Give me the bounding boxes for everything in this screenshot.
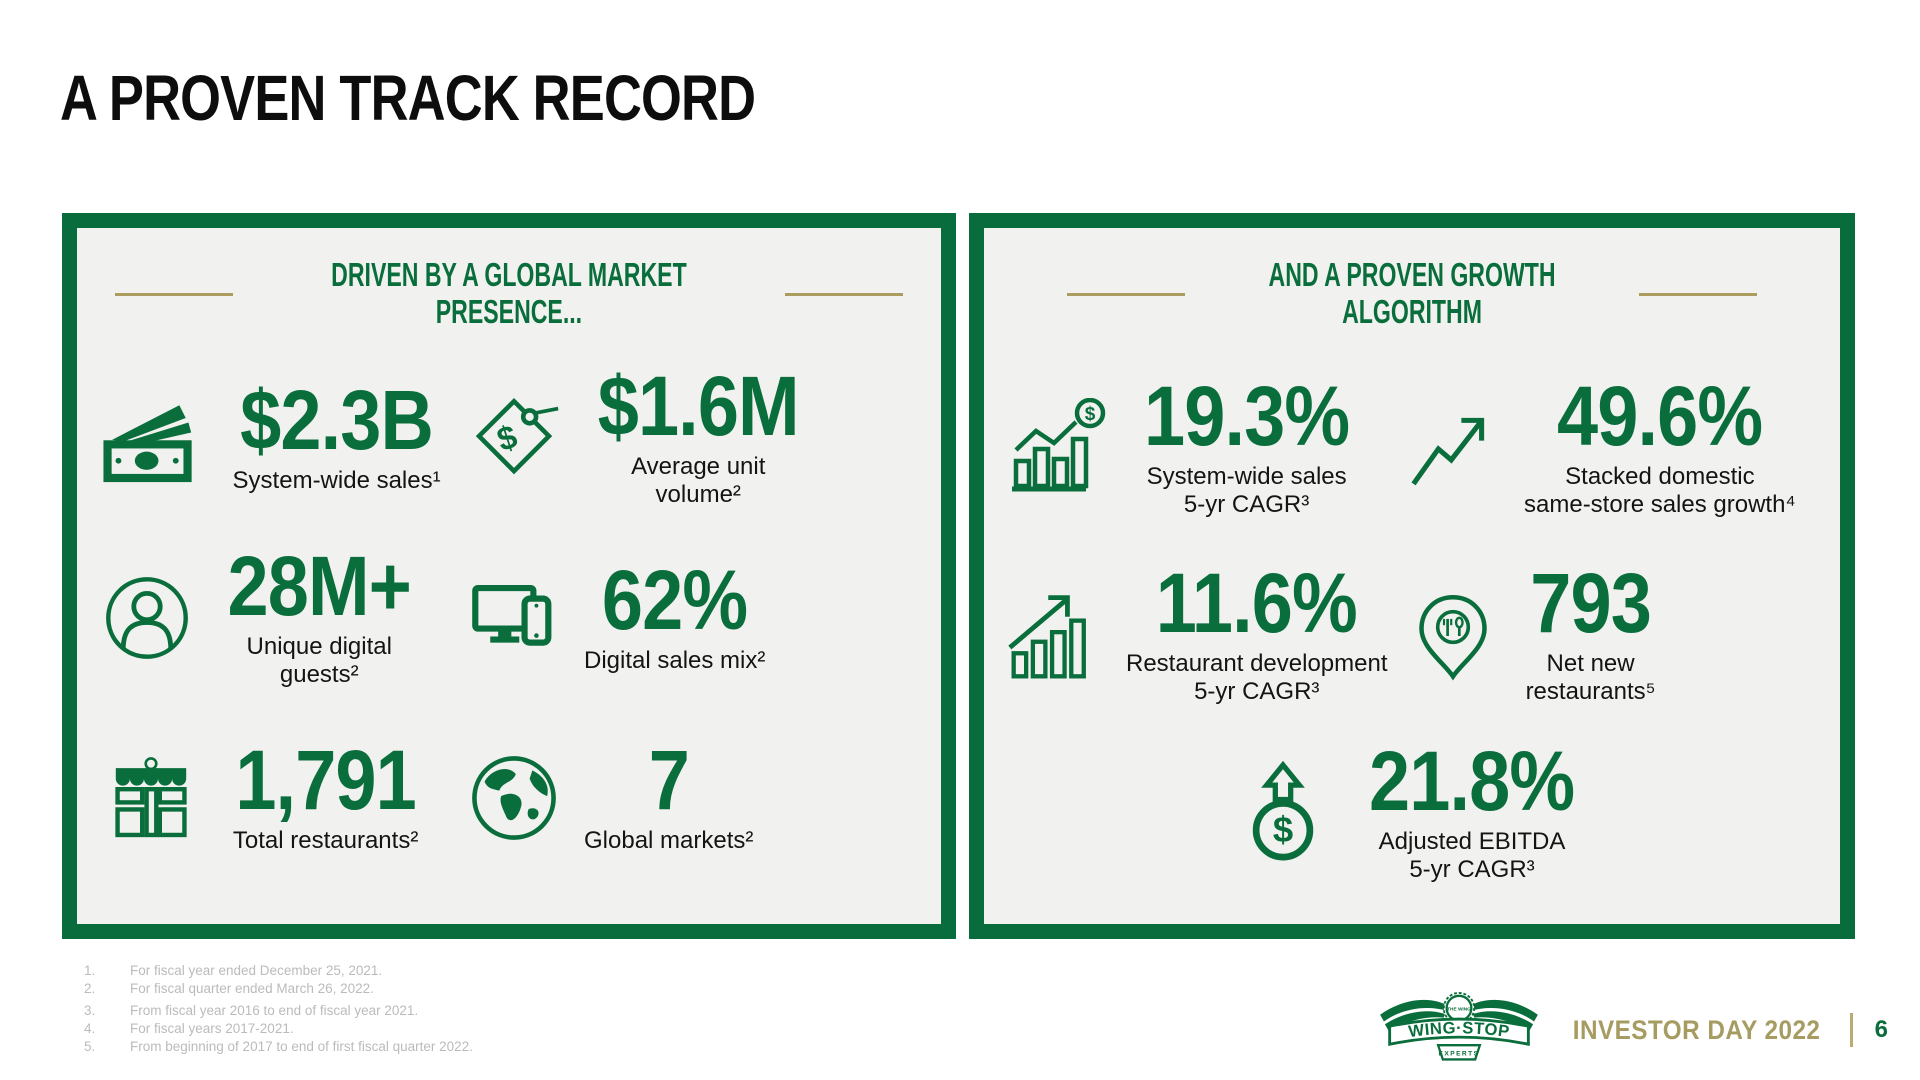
stat-average-unit-volume: $ $1.6M Average unit volume² [460, 348, 941, 528]
stat-value: 49.6% [1557, 368, 1763, 463]
footnote-number: 1. [84, 963, 96, 978]
devices-icon [472, 585, 552, 646]
gold-line-right [1639, 292, 1758, 296]
stat-label: System-wide sales¹ [232, 466, 441, 494]
page-number: 6 [1874, 1016, 1888, 1043]
person-icon [106, 577, 188, 659]
stat-value: 7 [648, 732, 690, 827]
dollar-growth-icon: $ [1253, 761, 1314, 861]
footnote: 5. From beginning of 2017 to end of firs… [84, 1038, 473, 1056]
svg-text:WING·STOP: WING·STOP [1407, 1018, 1511, 1041]
footnote-number: 3. [84, 1003, 96, 1019]
svg-text:$: $ [1085, 404, 1096, 425]
stat-label: Digital sales mix² [584, 646, 766, 674]
stat-system-wide-sales-cagr: $ 19.3% System-wide sales 5-yr CAGR³ [984, 348, 1404, 548]
footer-event-label: INVESTOR DAY 2022 [1572, 1014, 1820, 1045]
stat-global-markets: 7 Global markets² [460, 708, 941, 888]
gold-line-left [1066, 292, 1185, 296]
stat-label: Average unit volume² [631, 452, 766, 508]
global-market-panel: DRIVEN BY A GLOBAL MARKET PRESENCE... $2… [62, 213, 956, 939]
wingstop-logo-icon: THE WING WING·STOP EXPERTS [1379, 992, 1538, 1061]
stat-adjusted-ebitda-cagr: $ 21.8% Adjusted EBITDA 5-yr CAGR³ [984, 723, 1840, 903]
left-panel-heading: DRIVEN BY A GLOBAL MARKET PRESENCE... [77, 248, 941, 340]
map-pin-restaurant-icon [1419, 594, 1487, 681]
stat-value: $2.3B [240, 372, 434, 467]
gold-line-right [784, 292, 903, 296]
footer-divider [1849, 1013, 1853, 1047]
footnote-number: 5. [84, 1039, 96, 1055]
stat-value: 21.8% [1369, 733, 1575, 828]
stat-value: 793 [1530, 556, 1652, 651]
stat-system-wide-sales: $2.3B System-wide sales¹ [77, 348, 460, 528]
stat-restaurant-development-cagr: 11.6% Restaurant development 5-yr CAGR³ [984, 548, 1404, 723]
right-panel-title: AND A PROVEN GROWTH ALGORITHM [1268, 256, 1556, 330]
footnote-text: From fiscal year 2016 to end of fiscal y… [130, 1003, 419, 1019]
svg-text:$: $ [1273, 809, 1293, 850]
page-title: A PROVEN TRACK RECORD [60, 61, 756, 134]
stat-value: 1,791 [235, 732, 416, 827]
trend-arrow-icon [1411, 417, 1485, 486]
footnote-text: For fiscal years 2017-2021. [130, 1021, 294, 1037]
rising-bars-arrow-icon [1008, 594, 1086, 678]
stat-label: Net new restaurants⁵ [1525, 650, 1656, 706]
stat-stacked-same-store-sales: 49.6% Stacked domestic same-store sales … [1404, 348, 1840, 548]
stat-label: Global markets² [584, 826, 754, 854]
stat-digital-sales-mix: 62% Digital sales mix² [460, 528, 941, 708]
stat-unique-digital-guests: 28M+ Unique digital guests² [77, 528, 460, 708]
svg-text:EXPERTS: EXPERTS [1438, 1051, 1479, 1058]
footnote-text: From beginning of 2017 to end of first f… [130, 1039, 473, 1055]
bar-chart-dollar-icon: $ [1012, 398, 1106, 492]
stat-value: 11.6% [1156, 556, 1358, 651]
stat-label: Restaurant development 5-yr CAGR³ [1126, 650, 1388, 706]
storefront-icon [115, 757, 187, 838]
stat-net-new-restaurants: 793 Net new restaurants⁵ [1404, 548, 1840, 723]
footnote: 2. For fiscal quarter ended March 26, 20… [84, 980, 473, 998]
svg-text:THE WING: THE WING [1447, 1007, 1471, 1013]
globe-icon [472, 756, 556, 840]
stat-value: 28M+ [227, 538, 412, 633]
stat-total-restaurants: 1,791 Total restaurants² [77, 708, 460, 888]
stat-label: Unique digital guests² [246, 632, 392, 688]
footnotes: 1. For fiscal year ended December 25, 20… [84, 962, 473, 1056]
footnote: 4. For fiscal years 2017-2021. [84, 1020, 473, 1038]
stat-value: $1.6M [597, 358, 800, 453]
footnote-number: 2. [84, 981, 96, 997]
money-bills-icon [103, 405, 192, 483]
right-panel-heading: AND A PROVEN GROWTH ALGORITHM [984, 248, 1840, 340]
price-tag-icon: $ [475, 397, 559, 475]
stat-value: 19.3% [1143, 368, 1350, 463]
growth-algorithm-panel: AND A PROVEN GROWTH ALGORITHM $ 19.3% Sy [969, 213, 1855, 939]
stat-label: Stacked domestic same-store sales growth… [1524, 462, 1796, 518]
stat-value: 62% [602, 552, 748, 647]
footnote: 3. From fiscal year 2016 to end of fisca… [84, 1002, 473, 1020]
stat-label: Total restaurants² [232, 826, 419, 854]
footnote: 1. For fiscal year ended December 25, 20… [84, 962, 473, 980]
gold-line-left [115, 292, 234, 296]
footnote-number: 4. [84, 1021, 96, 1037]
footer: THE WING WING·STOP EXPERTS INVESTOR DAY … [1375, 992, 1895, 1068]
footnote-text: For fiscal year ended December 25, 2021. [130, 963, 383, 978]
footnote-text: For fiscal quarter ended March 26, 2022. [130, 981, 374, 997]
left-stats-grid: $2.3B System-wide sales¹ $ $1.6M Average… [77, 348, 941, 888]
right-stats-grid: $ 19.3% System-wide sales 5-yr CAGR³ 49.… [984, 348, 1840, 903]
stat-label: Adjusted EBITDA 5-yr CAGR³ [1378, 827, 1566, 883]
left-panel-title: DRIVEN BY A GLOBAL MARKET PRESENCE... [331, 256, 687, 330]
stat-label: System-wide sales 5-yr CAGR³ [1146, 462, 1347, 518]
